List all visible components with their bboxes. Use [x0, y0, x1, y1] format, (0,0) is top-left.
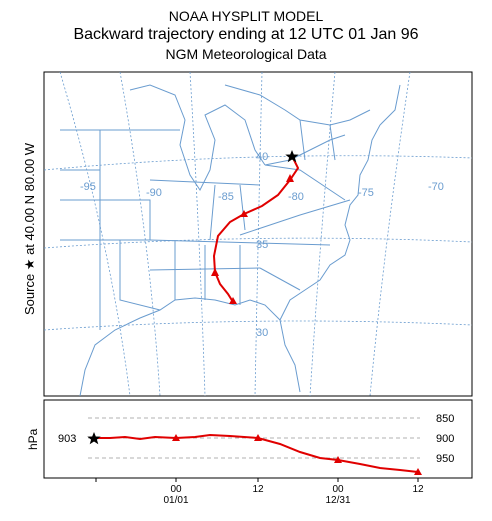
met-data-label: NGM Meteorological Data: [165, 46, 327, 62]
vertical-profile-panel: 850 900 950 903 00 12 00 12 01/01 12/31: [43, 399, 473, 506]
date-label-1231: 12/31: [325, 495, 350, 506]
date-label-0101: 01/01: [163, 495, 188, 506]
pressure-axis-label: hPa: [26, 428, 40, 450]
pressure-gridlines: [88, 417, 420, 459]
lon-label-80: -80: [288, 191, 304, 203]
lon-label-85: -85: [218, 191, 234, 203]
trajectory-marker: [240, 210, 248, 217]
profile-marker: [414, 468, 422, 475]
trajectory-marker: [211, 268, 219, 276]
trajectory-marker: [229, 297, 237, 304]
lat-label-35: 35: [256, 239, 268, 251]
time-tick-label: 00: [332, 484, 344, 495]
map-panel: -95 -90 -85 -80 -75 -70 40 35 30: [43, 71, 473, 397]
pressure-label-950: 950: [436, 453, 454, 465]
profile-marker: [334, 456, 342, 463]
lon-label-95: -95: [80, 181, 96, 193]
lon-label-75: -75: [358, 187, 374, 199]
chart-title: NOAA HYSPLIT MODEL: [168, 8, 324, 24]
source-star-icon: [285, 150, 299, 163]
time-tick-label: 12: [252, 484, 264, 495]
time-tick-label: 00: [170, 484, 182, 495]
profile-marker: [254, 434, 262, 441]
trajectory-line: [212, 155, 300, 303]
graticule: [44, 72, 472, 396]
time-tick-label: 12: [412, 484, 424, 495]
start-pressure-label: 903: [58, 433, 76, 445]
profile-line: [94, 433, 419, 473]
source-location-label: Source ★ at 40.00 N 80.00 W: [22, 142, 37, 315]
lon-label-70: -70: [428, 181, 444, 193]
profile-star-icon: [87, 432, 101, 445]
time-ticks: [95, 478, 419, 482]
coastlines: [60, 84, 401, 396]
profile-marker: [172, 434, 180, 441]
map-frame: [43, 71, 473, 397]
pressure-label-850: 850: [436, 413, 454, 425]
lat-label-30: 30: [256, 327, 268, 339]
lat-label-40: 40: [256, 151, 268, 163]
chart-subtitle: Backward trajectory ending at 12 UTC 01 …: [73, 26, 419, 43]
pressure-label-900: 900: [436, 433, 454, 445]
trajectory-marker: [286, 174, 294, 182]
lon-label-90: -90: [146, 187, 162, 199]
